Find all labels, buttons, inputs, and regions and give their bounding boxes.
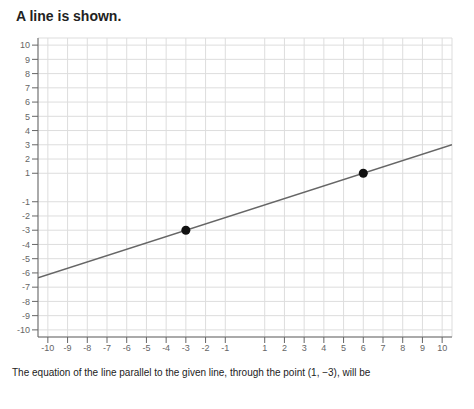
- svg-text:-5: -5: [142, 343, 150, 353]
- svg-text:-4: -4: [22, 240, 30, 250]
- svg-text:-3: -3: [182, 343, 190, 353]
- svg-text:-10: -10: [17, 325, 30, 335]
- svg-text:-2: -2: [202, 343, 210, 353]
- html-text:A line is shown.: A line is shown.: [16, 8, 122, 24]
- svg-text:-9: -9: [22, 311, 30, 321]
- svg-text:8: 8: [25, 69, 30, 79]
- svg-text:10: 10: [437, 343, 447, 353]
- svg-text:2: 2: [282, 343, 287, 353]
- svg-text:6: 6: [361, 343, 366, 353]
- svg-text:5: 5: [341, 343, 346, 353]
- svg-text:4: 4: [321, 343, 326, 353]
- svg-text:-5: -5: [22, 254, 30, 264]
- html-text:The equation of the line paral: The equation of the line parallel to the…: [12, 367, 371, 378]
- svg-text:1: 1: [25, 168, 30, 178]
- svg-text:-6: -6: [22, 268, 30, 278]
- svg-text:3: 3: [302, 343, 307, 353]
- svg-text:-1: -1: [221, 343, 229, 353]
- svg-text:1: 1: [262, 343, 267, 353]
- svg-text:-6: -6: [123, 343, 131, 353]
- svg-text:10: 10: [20, 40, 30, 50]
- svg-text:-10: -10: [41, 343, 54, 353]
- svg-text:-7: -7: [103, 343, 111, 353]
- svg-text:-4: -4: [162, 343, 170, 353]
- svg-text:5: 5: [25, 112, 30, 122]
- svg-text:4: 4: [25, 126, 30, 136]
- svg-text:8: 8: [400, 343, 405, 353]
- svg-text:-8: -8: [22, 297, 30, 307]
- svg-text:-8: -8: [83, 343, 91, 353]
- svg-text:-3: -3: [22, 225, 30, 235]
- svg-text:7: 7: [25, 83, 30, 93]
- svg-text:-1: -1: [22, 197, 30, 207]
- svg-text:2: 2: [25, 154, 30, 164]
- svg-text:9: 9: [420, 343, 425, 353]
- svg-text:-7: -7: [22, 282, 30, 292]
- svg-text:-9: -9: [64, 343, 72, 353]
- svg-text:-2: -2: [22, 211, 30, 221]
- svg-text:9: 9: [25, 55, 30, 65]
- svg-text:3: 3: [25, 140, 30, 150]
- svg-text:6: 6: [25, 97, 30, 107]
- svg-text:7: 7: [380, 343, 385, 353]
